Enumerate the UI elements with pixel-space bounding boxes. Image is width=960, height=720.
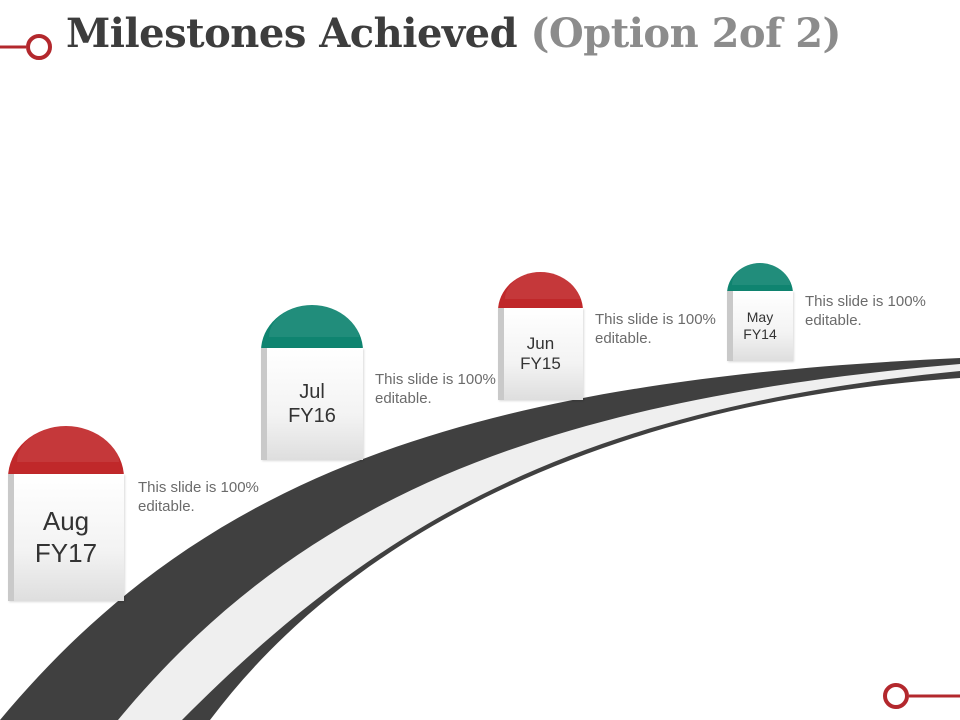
milestone-year: FY15 bbox=[520, 354, 561, 373]
road-surface bbox=[0, 358, 960, 720]
title-accent-line bbox=[0, 34, 52, 60]
milestone-description: This slide is 100% editable. bbox=[375, 371, 496, 407]
milestone-description: This slide is 100% editable. bbox=[595, 311, 716, 347]
milestone-month: Aug bbox=[42, 506, 90, 537]
milestone-aug-fy17: Aug FY17 bbox=[8, 426, 124, 601]
milestone-year: FY14 bbox=[743, 326, 777, 342]
title-sub: (Option 2of 2) bbox=[530, 10, 841, 57]
milestone-month: Jul bbox=[299, 381, 325, 403]
milestone-marker: Jul FY16 bbox=[261, 348, 363, 460]
milestone-marker: Jun FY15 bbox=[498, 308, 583, 400]
milestone-month: May bbox=[746, 309, 774, 326]
milestone-description: This slide is 100% editable. bbox=[138, 479, 259, 515]
milestone-description: This slide is 100% editable. bbox=[805, 293, 926, 329]
milestone-month: Jun bbox=[526, 333, 555, 353]
milestone-cap bbox=[498, 272, 583, 311]
milestone-may-fy14: May FY14 bbox=[727, 263, 793, 361]
milestone-cap bbox=[727, 263, 793, 294]
title-main: Milestones Achieved bbox=[66, 10, 518, 57]
road-stripe bbox=[118, 364, 960, 720]
milestone-year: FY16 bbox=[288, 405, 336, 427]
milestone-cap bbox=[261, 305, 363, 351]
footer-accent-line bbox=[883, 683, 960, 709]
milestone-year: FY17 bbox=[34, 537, 98, 568]
milestone-marker: Aug FY17 bbox=[8, 474, 124, 601]
milestone-jun-fy15: Jun FY15 bbox=[498, 272, 583, 400]
milestone-cap bbox=[8, 426, 124, 478]
page-title: Milestones Achieved (Option 2of 2) bbox=[66, 10, 841, 57]
milestone-jul-fy16: Jul FY16 bbox=[261, 305, 363, 460]
milestone-marker: May FY14 bbox=[727, 291, 793, 361]
